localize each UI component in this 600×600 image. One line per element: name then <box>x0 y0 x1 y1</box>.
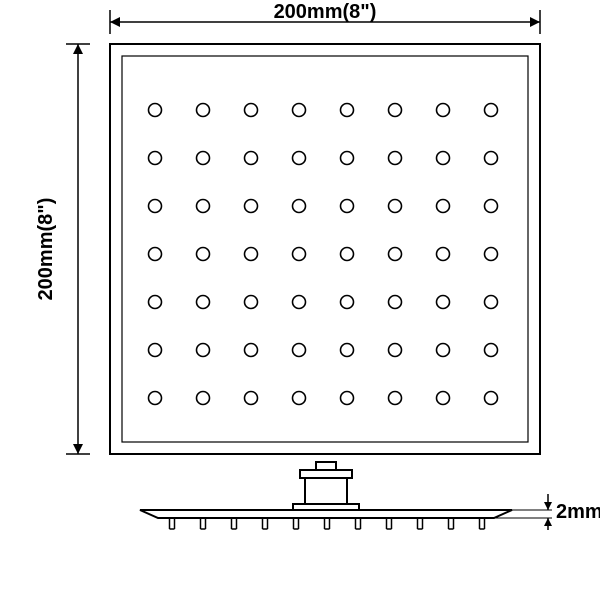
nozzle-hole <box>389 152 402 165</box>
nozzle-hole <box>437 392 450 405</box>
nozzle-hole <box>149 392 162 405</box>
fitting-body <box>305 478 347 504</box>
nozzle-hole <box>341 152 354 165</box>
nozzle-hole <box>389 200 402 213</box>
nozzle-hole <box>197 104 210 117</box>
nozzle-hole <box>389 296 402 309</box>
nozzle-hole <box>197 152 210 165</box>
nozzle-hole <box>149 104 162 117</box>
nozzle-hole <box>245 104 258 117</box>
nozzle-hole <box>485 152 498 165</box>
nozzle-hole <box>245 296 258 309</box>
nozzle-hole <box>245 200 258 213</box>
nozzle-hole <box>437 248 450 261</box>
outer-square <box>110 44 540 454</box>
nozzle-hole <box>389 392 402 405</box>
nozzle-hole <box>485 392 498 405</box>
nozzle-hole <box>293 104 306 117</box>
nozzle-hole <box>389 104 402 117</box>
nozzle-hole <box>341 296 354 309</box>
nozzle-hole <box>245 392 258 405</box>
inner-square <box>122 56 528 442</box>
nozzle-hole <box>293 296 306 309</box>
nozzle-hole <box>293 200 306 213</box>
nozzle-hole <box>437 152 450 165</box>
thickness-label: 2mm <box>556 501 600 523</box>
nozzle-hole <box>293 248 306 261</box>
nozzle-hole <box>341 248 354 261</box>
technical-diagram: 200mm(8") 200mm(8") 2mm <box>0 0 600 600</box>
fitting-stem <box>316 462 336 470</box>
nozzle-hole <box>437 296 450 309</box>
nozzle-hole <box>485 104 498 117</box>
nozzle-hole <box>437 344 450 357</box>
nozzle-hole <box>149 344 162 357</box>
nozzle-hole <box>485 200 498 213</box>
fitting-nut <box>300 470 352 478</box>
nozzle-hole <box>485 344 498 357</box>
height-label: 200mm(8") <box>35 198 57 301</box>
width-label: 200mm(8") <box>274 1 377 23</box>
nozzle-hole <box>149 152 162 165</box>
nozzle-hole <box>197 248 210 261</box>
nozzle-hole <box>197 344 210 357</box>
side-plate <box>140 510 512 518</box>
nozzle-hole <box>149 296 162 309</box>
nozzle-hole <box>389 248 402 261</box>
nozzle-hole <box>437 104 450 117</box>
nozzle-hole <box>341 392 354 405</box>
nozzle-hole <box>245 248 258 261</box>
nozzle-hole <box>197 200 210 213</box>
nozzle-hole <box>293 152 306 165</box>
nozzle-hole <box>245 344 258 357</box>
nozzle-hole <box>341 344 354 357</box>
nozzle-hole <box>389 344 402 357</box>
nozzle-hole <box>293 392 306 405</box>
nozzle-hole <box>245 152 258 165</box>
nozzle-hole <box>485 248 498 261</box>
nozzle-hole <box>341 200 354 213</box>
nozzle-hole <box>485 296 498 309</box>
nozzle-hole <box>149 200 162 213</box>
nozzle-hole <box>197 392 210 405</box>
nozzle-hole <box>149 248 162 261</box>
nozzle-hole <box>293 344 306 357</box>
nozzle-hole <box>341 104 354 117</box>
nozzle-hole <box>437 200 450 213</box>
nozzle-hole <box>197 296 210 309</box>
